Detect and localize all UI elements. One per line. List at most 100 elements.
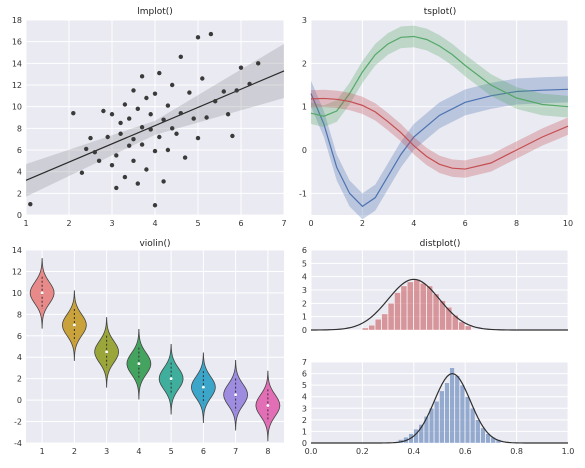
violin-median — [105, 350, 109, 354]
y-tick-label: 0 — [302, 146, 307, 155]
regression-line — [25, 70, 285, 181]
tsplot-grid — [310, 19, 569, 215]
y-tick-label: -1 — [299, 189, 307, 198]
scatter-point — [247, 81, 252, 87]
tsplot-title: tsplot() — [424, 7, 457, 17]
y-tick-label: 18 — [12, 16, 22, 25]
y-tick-label: 10 — [12, 289, 22, 298]
histogram-bar — [387, 303, 395, 331]
scatter-point — [127, 143, 132, 148]
violin-median — [169, 377, 173, 381]
scatter-point — [118, 120, 123, 126]
histogram-bar — [420, 283, 427, 331]
x-tick-label: 4 — [152, 219, 157, 228]
distplot-top-panel: distplot() 0 1 2 3 4 5 6 — [302, 239, 569, 335]
scatter-point — [139, 142, 145, 147]
histogram-bar — [394, 292, 401, 331]
scatter-point — [195, 35, 201, 40]
histogram-bar — [458, 321, 465, 331]
scatter-point — [84, 146, 89, 152]
scatter-point — [225, 112, 231, 117]
scatter-point — [109, 112, 115, 117]
x-tick-label: 0.6 — [459, 447, 472, 456]
y-tick-label: 12 — [12, 267, 22, 276]
scatter-point — [165, 147, 171, 153]
lmplot-regression-line — [25, 70, 285, 181]
scatter-point — [157, 70, 162, 76]
y-tick-label: 2 — [302, 299, 307, 308]
x-tick-label: 2 — [72, 447, 77, 456]
scatter-point — [139, 125, 145, 130]
series-line — [310, 97, 569, 170]
lmplot-y-ticks: 0 2 4 6 8 10 12 14 16 18 — [12, 16, 22, 220]
scatter-point — [148, 112, 153, 117]
y-tick-label: 1 — [302, 313, 307, 322]
histogram-bar — [400, 285, 408, 331]
y-tick-label: 8 — [17, 124, 22, 133]
violin-median — [234, 393, 238, 397]
histogram-bar — [439, 390, 445, 444]
y-tick-label: 5 — [302, 381, 307, 390]
scatter-point — [195, 135, 201, 141]
y-tick-label: 2 — [302, 59, 307, 68]
y-tick-label: 0 — [17, 396, 22, 405]
x-tick-label: 0 — [308, 219, 313, 228]
scatter-point — [178, 110, 183, 116]
y-tick-label: 14 — [12, 59, 22, 68]
scatter-point — [234, 88, 239, 93]
scatter-point — [135, 181, 140, 186]
y-tick-label: 4 — [17, 168, 22, 177]
histogram-bar — [413, 279, 420, 331]
y-tick-label: 8 — [17, 310, 22, 319]
scatter-point — [122, 174, 128, 180]
violin-shapes — [29, 258, 281, 442]
scatter-point — [131, 136, 136, 142]
violin-median — [40, 291, 44, 295]
scatter-point — [79, 170, 85, 175]
scatter-point — [191, 116, 196, 121]
x-tick-label: 4 — [136, 447, 141, 456]
scatter-point — [152, 148, 158, 154]
violin-median — [201, 385, 205, 389]
y-tick-label: 12 — [12, 81, 22, 90]
x-tick-label: 2 — [66, 219, 71, 228]
x-tick-label: 7 — [233, 447, 238, 456]
x-tick-label: 0.0 — [305, 447, 318, 456]
histogram-bar — [434, 401, 440, 444]
violin-median — [137, 362, 141, 366]
y-tick-label: -2 — [14, 418, 22, 427]
histogram-bar — [426, 285, 433, 331]
scatter-point — [152, 203, 158, 208]
scatter-point — [213, 99, 218, 104]
scatter-point — [144, 167, 149, 172]
scatter-point — [114, 153, 119, 158]
distplot-top-bars — [362, 279, 472, 331]
histogram-bar — [381, 313, 388, 331]
histogram-bar — [444, 382, 450, 444]
histogram-bar — [423, 416, 429, 444]
scatter-point — [152, 91, 158, 96]
histogram-bar — [407, 281, 414, 331]
scatter-point — [178, 54, 183, 60]
violin-plot-area — [26, 250, 284, 443]
scatter-point — [139, 74, 145, 79]
series-line — [310, 88, 569, 208]
x-tick-label: 6 — [238, 219, 243, 228]
x-tick-label: 0.8 — [510, 447, 523, 456]
y-tick-label: 1 — [302, 427, 307, 436]
x-tick-label: 10 — [563, 219, 573, 228]
histogram-bar — [465, 396, 470, 444]
scatter-point — [221, 89, 226, 94]
scatter-point — [96, 158, 102, 164]
series-band — [311, 25, 568, 128]
y-tick-label: 0 — [17, 211, 22, 220]
scatter-point — [114, 185, 119, 191]
histogram-bar — [445, 307, 452, 331]
x-tick-label: 0.4 — [407, 447, 420, 456]
lmplot-ci-band — [26, 43, 284, 197]
scatter-point — [127, 116, 132, 121]
y-tick-label: 4 — [302, 393, 307, 402]
histogram-bar — [459, 384, 465, 444]
